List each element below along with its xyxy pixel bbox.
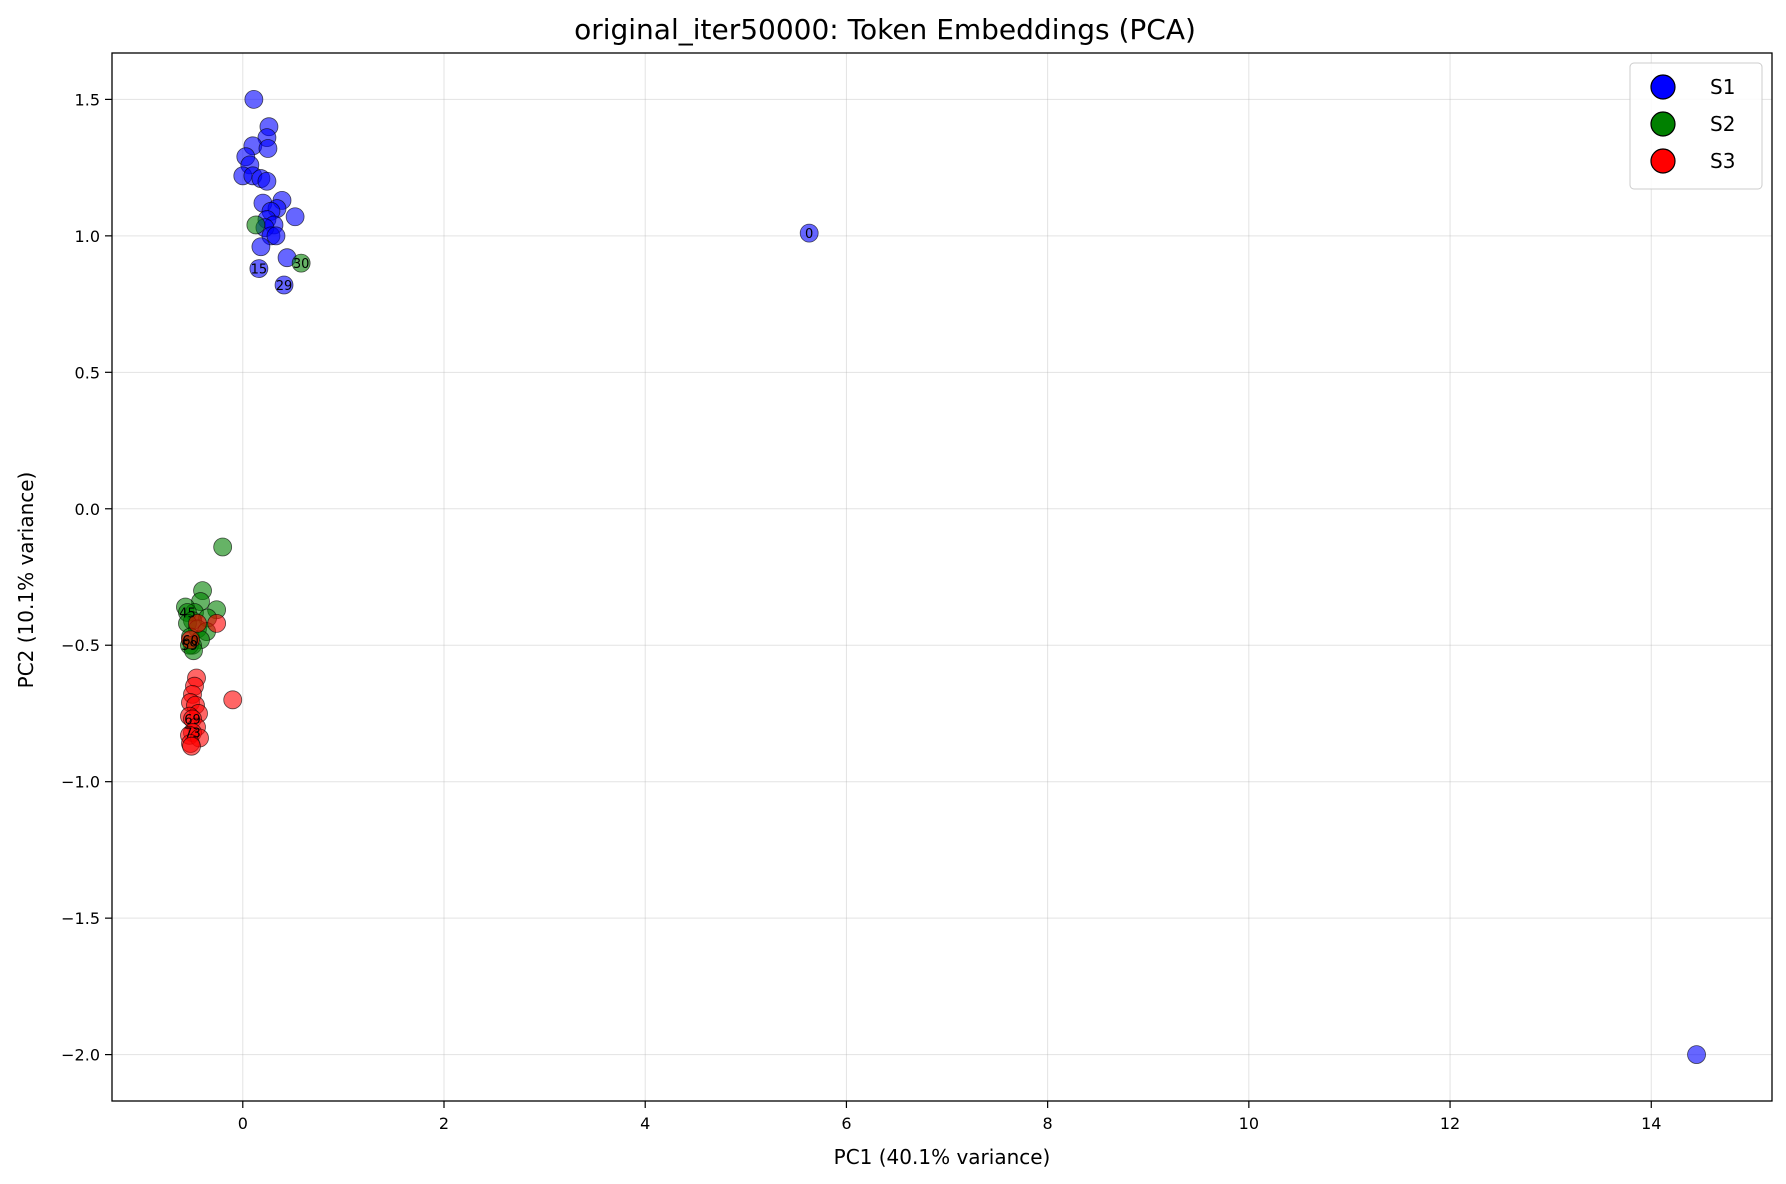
point-s2 (291, 253, 311, 273)
y-tick-label: −1.5 (61, 909, 100, 928)
scatter-points (176, 89, 1706, 1065)
point-s1 (266, 226, 286, 246)
chart-title: original_iter50000: Token Embeddings (PC… (574, 13, 1196, 46)
y-tick-label: 0.5 (75, 363, 100, 382)
legend-marker-s1 (1650, 74, 1676, 100)
legend-label-s2: S2 (1710, 112, 1735, 136)
point-s1 (258, 139, 278, 158)
point-label: 15 (251, 263, 268, 278)
point-s3 (188, 613, 207, 633)
y-tick-label: 1.5 (75, 90, 100, 109)
legend-marker-s2 (1650, 111, 1676, 137)
point-label: 59 (181, 639, 198, 654)
point-s2 (246, 215, 266, 235)
legend-box (1629, 62, 1763, 190)
y-tick-label: −1.0 (61, 773, 100, 792)
point-s1 (1687, 1045, 1706, 1065)
point-label: 0 (805, 227, 813, 242)
y-axis-title: PC2 (10.1% variance) (14, 472, 38, 689)
point-label: 45 (179, 606, 196, 621)
point-s1 (251, 237, 271, 257)
x-tick-label: 4 (640, 1114, 650, 1133)
x-tick-label: 14 (1641, 1114, 1661, 1133)
point-s1 (257, 171, 277, 191)
legend-label-s3: S3 (1710, 149, 1735, 173)
legend-label-s1: S1 (1710, 75, 1735, 99)
y-axis-ticks: −2.0 −1.5 −1.0 −0.5 0.0 0.5 1.0 1.5 (61, 90, 112, 1065)
x-tick-label: 10 (1239, 1114, 1259, 1133)
x-tick-label: 12 (1440, 1114, 1460, 1133)
legend-marker-s3 (1650, 148, 1676, 174)
y-tick-label: −2.0 (61, 1046, 100, 1065)
x-tick-label: 6 (841, 1114, 851, 1133)
point-s1 (285, 207, 305, 227)
x-tick-label: 2 (439, 1114, 449, 1133)
point-label: 29 (276, 279, 293, 294)
point-s1 (244, 89, 264, 109)
point-label: 60 (182, 634, 199, 649)
point-label: 73 (184, 727, 201, 742)
point-label: 69 (184, 713, 201, 728)
grid-lines (112, 53, 1772, 1101)
point-s3 (182, 736, 201, 756)
y-tick-label: 1.0 (75, 227, 100, 246)
y-tick-label: −0.5 (61, 636, 100, 655)
x-tick-label: 8 (1043, 1114, 1053, 1133)
plot-frame (111, 52, 1773, 1102)
legend: S1 S2 S3 (1629, 62, 1763, 190)
point-s1 (799, 223, 819, 243)
point-s3 (207, 613, 227, 633)
point-s3 (181, 630, 200, 650)
point-s1 (249, 259, 269, 279)
point-label: 30 (293, 257, 310, 272)
x-axis-title: PC1 (40.1% variance) (834, 1145, 1051, 1169)
point-s1 (274, 275, 294, 295)
point-s3 (223, 690, 243, 710)
x-tick-label: 0 (238, 1114, 248, 1133)
y-tick-label: 0.0 (75, 500, 100, 519)
x-axis-ticks: 0 2 4 6 8 10 12 14 (238, 1101, 1661, 1133)
point-s2 (213, 537, 233, 557)
